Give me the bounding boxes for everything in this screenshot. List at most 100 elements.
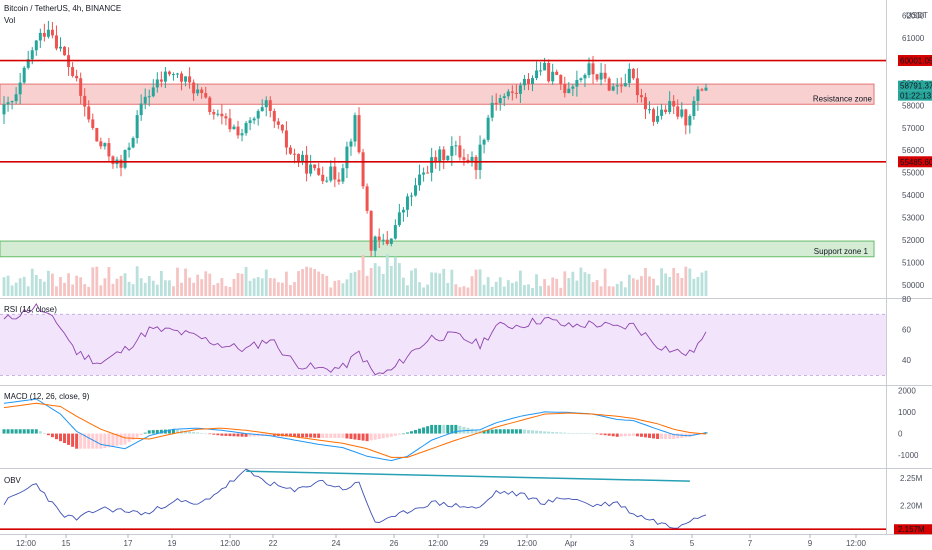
volume-bar xyxy=(676,273,680,296)
macd-histogram-bar xyxy=(83,433,87,449)
candle-body xyxy=(551,71,555,82)
candle-body xyxy=(305,154,309,174)
macd-histogram-bar xyxy=(450,424,454,434)
macd-histogram-bar xyxy=(188,431,192,434)
candle-body xyxy=(543,62,547,71)
candle-body xyxy=(595,74,599,80)
candle-body xyxy=(301,154,305,162)
volume-bar xyxy=(410,270,413,296)
macd-histogram-bar xyxy=(607,433,611,436)
candle-body xyxy=(147,96,151,98)
macd-histogram-bar xyxy=(147,430,151,434)
macd-histogram-bar xyxy=(6,429,10,434)
volume-bar xyxy=(450,269,454,296)
volume-bar xyxy=(228,286,232,296)
volume-bar xyxy=(176,267,179,296)
macd-histogram-bar xyxy=(284,433,288,437)
candle-body xyxy=(224,116,228,119)
macd-histogram-bar xyxy=(369,433,373,441)
candle-body xyxy=(317,168,321,175)
volume-bar xyxy=(329,287,333,296)
volume-bar xyxy=(615,283,619,296)
candle-body xyxy=(119,159,123,168)
candle-body xyxy=(547,62,551,82)
macd-histogram-bar xyxy=(486,430,490,434)
candle-body xyxy=(664,109,668,113)
level-bottom-badge-bg xyxy=(898,156,932,168)
volume-bar xyxy=(341,283,345,296)
candle-body xyxy=(422,172,426,175)
macd-histogram-bar xyxy=(244,433,248,437)
volume-bar xyxy=(543,279,547,296)
macd-histogram-bar xyxy=(539,431,543,434)
macd-histogram-bar xyxy=(377,433,381,439)
volume-bar xyxy=(680,277,684,296)
volume-bar xyxy=(579,267,583,296)
macd-axis-tick: 0 xyxy=(898,430,903,439)
candle-body xyxy=(357,115,361,153)
volume-bar xyxy=(184,268,187,296)
macd-histogram-bar xyxy=(123,433,127,445)
volume-bar xyxy=(498,277,502,296)
candle-body xyxy=(216,113,220,115)
macd-histogram-bar xyxy=(526,429,530,434)
volume-bar xyxy=(490,286,494,296)
volume-bar xyxy=(482,284,486,296)
volume-bar xyxy=(660,268,664,296)
price-axis-tick: 54000 xyxy=(902,191,925,200)
volume-bar xyxy=(644,268,647,296)
candle-body xyxy=(131,138,135,148)
candle-body xyxy=(668,101,672,113)
volume-bar xyxy=(139,278,143,296)
macd-histogram-bar xyxy=(103,433,107,448)
macd-histogram-bar xyxy=(18,429,22,434)
volume-bar xyxy=(377,266,381,296)
macd-histogram-bar xyxy=(297,433,301,437)
candle-body xyxy=(579,78,583,81)
candle-body xyxy=(462,157,466,160)
macd-histogram-bar xyxy=(579,433,583,434)
macd-histogram-bar xyxy=(361,433,365,441)
macd-histogram-bar xyxy=(42,433,46,434)
macd-histogram-bar xyxy=(518,429,522,434)
candle-body xyxy=(635,78,639,96)
macd-histogram-bar xyxy=(349,433,353,439)
volume-bar xyxy=(402,277,405,296)
volume-bar xyxy=(293,282,296,296)
macd-histogram-bar xyxy=(175,429,179,434)
macd-histogram-bar xyxy=(111,433,115,447)
volume-bar xyxy=(510,282,514,296)
macd-histogram-bar xyxy=(599,433,603,435)
candle-body xyxy=(486,117,490,140)
volume-bar xyxy=(454,284,458,296)
candle-body xyxy=(522,78,526,86)
macd-histogram-bar xyxy=(543,431,547,434)
candle-body xyxy=(680,109,684,117)
volume-bar xyxy=(531,287,534,296)
macd-histogram-bar xyxy=(292,433,296,437)
volume-bar xyxy=(172,286,175,296)
candle-body xyxy=(518,85,522,94)
volume-bar xyxy=(623,287,627,296)
candle-body xyxy=(30,50,34,60)
volume-bar xyxy=(527,284,530,296)
macd-histogram-bar xyxy=(668,433,672,439)
candle-body xyxy=(212,112,216,115)
candle-body xyxy=(438,149,442,162)
volume-bar xyxy=(67,273,70,296)
time-axis-tick: 24 xyxy=(332,539,341,548)
volume-bar xyxy=(204,271,208,296)
time-axis-tick: 22 xyxy=(269,539,278,548)
volume-bar xyxy=(656,285,659,296)
candle-body xyxy=(490,102,494,118)
candle-body xyxy=(180,73,184,82)
candle-body xyxy=(684,109,688,126)
volume-bar xyxy=(163,280,167,296)
macd-histogram-bar xyxy=(143,432,147,434)
obv-level-badge-bg xyxy=(894,524,932,535)
volume-bar xyxy=(369,268,373,296)
macd-histogram-bar xyxy=(63,433,67,444)
volume-bar xyxy=(180,282,183,296)
candle-body xyxy=(583,74,587,79)
